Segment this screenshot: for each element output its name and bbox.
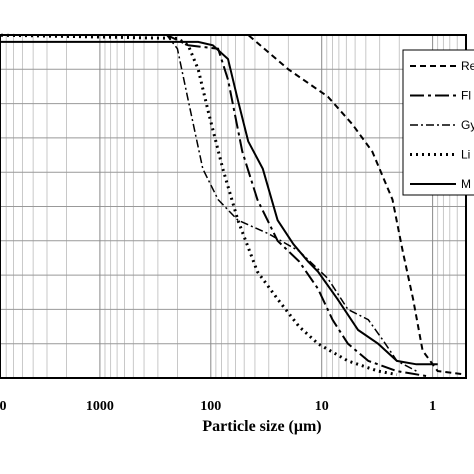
legend-label: Re bbox=[461, 59, 474, 73]
x-tick-label: 100 bbox=[200, 399, 221, 414]
data-line bbox=[0, 34, 417, 372]
data-line bbox=[0, 40, 438, 366]
x-tick-label: 1000 bbox=[86, 399, 114, 414]
legend-label: Gy bbox=[461, 118, 474, 132]
x-tick-label: 1 bbox=[429, 399, 436, 414]
legend-label: Li bbox=[461, 148, 470, 162]
data-line bbox=[0, 34, 429, 378]
x-tick-label: 10000 bbox=[0, 399, 7, 414]
data-line bbox=[0, 34, 467, 376]
data-line bbox=[0, 33, 398, 377]
legend-label: Fl bbox=[461, 89, 471, 103]
legend-label: M bbox=[461, 177, 471, 191]
x-tick-label: 10 bbox=[315, 399, 329, 414]
x-axis-label: Particle size (μm) bbox=[202, 418, 321, 435]
legend-box bbox=[402, 49, 474, 196]
